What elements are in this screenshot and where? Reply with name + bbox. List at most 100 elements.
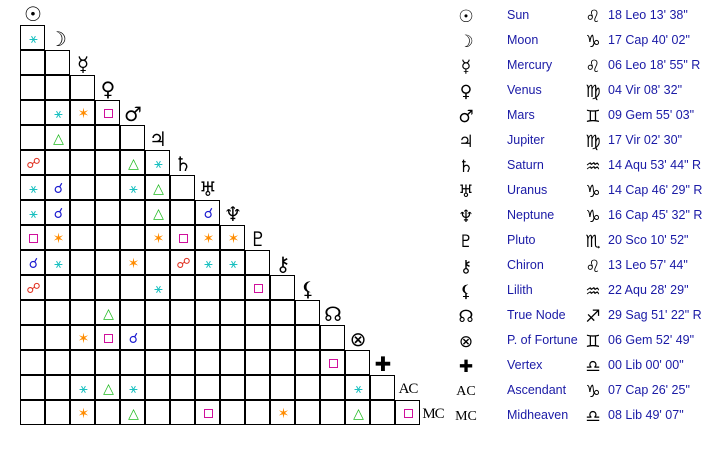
planet-row: ☉ Sun ♌ 18 Leo 13' 38" <box>455 4 705 29</box>
aspect-cell <box>245 275 270 300</box>
planet-position: 06 Gem 52' 49" <box>608 333 695 347</box>
aspect-cell: ☍ <box>170 250 195 275</box>
sextile-aspect: ⚹ <box>129 380 138 397</box>
aspect-cell <box>45 350 70 375</box>
aspect-cell <box>70 350 95 375</box>
planet-position: 29 Sag 51' 22" R <box>608 308 702 322</box>
aspect-cell <box>295 400 320 425</box>
planet-row: ♇ Pluto ♏ 20 Sco 10' 52" <box>455 229 705 254</box>
aspect-cell <box>170 175 195 200</box>
capricorn-icon: ♑ <box>585 31 601 52</box>
trine-aspect: △ <box>128 155 139 172</box>
aspect-cell <box>320 375 345 400</box>
aspect-cell <box>45 375 70 400</box>
trine-aspect: △ <box>153 180 164 197</box>
aspect-cell <box>20 225 45 250</box>
aspect-cell: ⚹ <box>220 250 245 275</box>
planet-name: Neptune <box>507 208 555 222</box>
aspect-cell: ☌ <box>20 250 45 275</box>
aspect-cell <box>95 275 120 300</box>
vertex-icon: ✚ <box>458 356 474 377</box>
neptune-icon: ♆ <box>458 206 474 227</box>
aspect-cell <box>195 325 220 350</box>
opposition-aspect: ☍ <box>26 280 41 297</box>
aspect-cell: ✶ <box>45 225 70 250</box>
capricorn-icon: ♑ <box>585 381 601 402</box>
aspect-cell <box>145 375 170 400</box>
planet-position: 06 Leo 18' 55" R <box>608 58 701 72</box>
aspect-cell: ⚹ <box>20 200 45 225</box>
square-aspect <box>321 351 346 376</box>
capricorn-icon: ♑ <box>585 206 601 227</box>
sextile-aspect: ⚹ <box>354 380 363 397</box>
mercury-icon: ☿ <box>76 52 90 76</box>
trine-aspect: △ <box>153 205 164 222</box>
saturn-icon: ♄ <box>174 152 192 176</box>
aspect-cell <box>70 275 95 300</box>
aspect-cell <box>120 225 145 250</box>
aspect-cell <box>120 300 145 325</box>
aspect-cell: ⚹ <box>20 25 45 50</box>
aspect-cell: ☍ <box>20 275 45 300</box>
aspect-cell <box>145 300 170 325</box>
aspect-cell <box>45 400 70 425</box>
planet-position: 18 Leo 13' 38" <box>608 8 688 22</box>
aspect-cell <box>120 200 145 225</box>
aspect-cell <box>20 400 45 425</box>
aspect-cell <box>245 350 270 375</box>
opposition-aspect: ☍ <box>176 255 191 272</box>
aspect-cell <box>70 125 95 150</box>
planet-name: Ascendant <box>507 383 567 397</box>
planet-name: Chiron <box>507 258 544 272</box>
aspect-cell <box>95 400 120 425</box>
planet-name: Pluto <box>507 233 536 247</box>
planet-row: ⊗ P. of Fortune ♊ 06 Gem 52' 49" <box>455 329 705 354</box>
aspect-cell: △ <box>95 375 120 400</box>
leo-icon: ♌ <box>585 6 601 27</box>
aspect-cell <box>20 100 45 125</box>
trine-aspect: △ <box>353 405 364 422</box>
aspect-cell: ☍ <box>20 150 45 175</box>
planet-position: 17 Cap 40' 02" <box>608 33 690 47</box>
planet-name: Sun <box>507 8 530 22</box>
aspect-cell <box>20 375 45 400</box>
aspect-cell: △ <box>145 200 170 225</box>
aspect-cell <box>220 300 245 325</box>
aspect-cell <box>195 300 220 325</box>
square-aspect <box>21 226 46 251</box>
aspect-cell <box>20 50 45 75</box>
aspect-cell <box>70 250 95 275</box>
planet-name: Uranus <box>507 183 548 197</box>
aspect-cell <box>45 150 70 175</box>
aspect-cell: ☌ <box>45 200 70 225</box>
aspect-cell <box>20 125 45 150</box>
aspect-cell <box>95 225 120 250</box>
aspect-cell <box>95 325 120 350</box>
conjunction-aspect: ☌ <box>53 205 64 222</box>
aspect-cell: ✶ <box>270 400 295 425</box>
aspect-cell <box>320 325 345 350</box>
planet-position: 07 Cap 26' 25" <box>608 383 690 397</box>
aspect-cell <box>70 75 95 100</box>
moon-icon: ☽ <box>49 27 67 51</box>
true-node-icon: ☊ <box>458 306 474 327</box>
aspect-cell: ✶ <box>195 225 220 250</box>
aspect-cell <box>20 350 45 375</box>
aspect-cell <box>370 400 395 425</box>
sextile-aspect: ⚹ <box>29 180 38 197</box>
neptune-icon: ♆ <box>224 202 242 226</box>
sextile-aspect: ⚹ <box>29 205 38 222</box>
quincunx-aspect: ✶ <box>277 405 290 422</box>
chiron-icon: ⚷ <box>275 252 291 276</box>
sun-icon: ☉ <box>458 6 474 27</box>
planet-row: ♅ Uranus ♑ 14 Cap 46' 29" R <box>455 179 705 204</box>
aspect-cell: ✶ <box>70 325 95 350</box>
planet-name: Venus <box>507 83 542 97</box>
fortune-icon: ⊗ <box>349 327 367 351</box>
planet-position: 13 Leo 57' 44" <box>608 258 688 272</box>
conjunction-aspect: ☌ <box>53 180 64 197</box>
leo-icon: ♌ <box>585 256 601 277</box>
chiron-icon: ⚷ <box>459 256 473 277</box>
aspect-cell <box>20 75 45 100</box>
aspect-cell <box>120 275 145 300</box>
